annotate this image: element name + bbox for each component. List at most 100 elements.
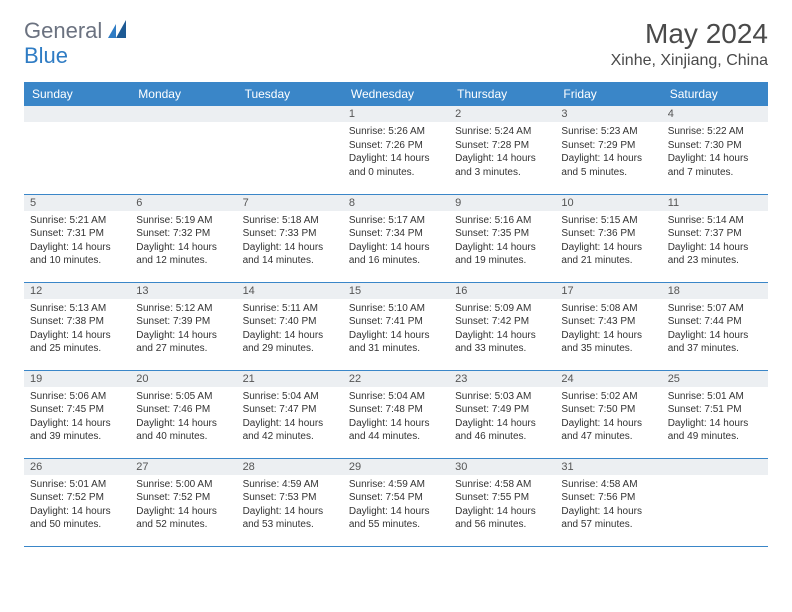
daylight-line: Daylight: 14 hours and 46 minutes. — [455, 417, 549, 444]
day-details: Sunrise: 5:10 AMSunset: 7:41 PMDaylight:… — [343, 299, 449, 362]
sunset-line: Sunset: 7:50 PM — [561, 403, 655, 417]
day-number: 13 — [130, 283, 236, 299]
sunset-line: Sunset: 7:32 PM — [136, 227, 230, 241]
day-number: 1 — [343, 106, 449, 122]
day-number: 15 — [343, 283, 449, 299]
sunrise-line: Sunrise: 5:01 AM — [30, 478, 124, 492]
sunset-line: Sunset: 7:29 PM — [561, 139, 655, 153]
daylight-line: Daylight: 14 hours and 31 minutes. — [349, 329, 443, 356]
calendar-day-cell: 31Sunrise: 4:58 AMSunset: 7:56 PMDayligh… — [555, 458, 661, 546]
calendar-day-cell: 8Sunrise: 5:17 AMSunset: 7:34 PMDaylight… — [343, 194, 449, 282]
page-header: General May 2024 Xinhe, Xinjiang, China — [24, 18, 768, 70]
calendar-day-cell: 24Sunrise: 5:02 AMSunset: 7:50 PMDayligh… — [555, 370, 661, 458]
day-number: 20 — [130, 371, 236, 387]
location-text: Xinhe, Xinjiang, China — [611, 52, 768, 70]
day-details: Sunrise: 5:04 AMSunset: 7:47 PMDaylight:… — [237, 387, 343, 450]
day-number: 8 — [343, 195, 449, 211]
calendar-day-cell: 16Sunrise: 5:09 AMSunset: 7:42 PMDayligh… — [449, 282, 555, 370]
day-number: 10 — [555, 195, 661, 211]
daylight-line: Daylight: 14 hours and 29 minutes. — [243, 329, 337, 356]
day-details: Sunrise: 5:14 AMSunset: 7:37 PMDaylight:… — [662, 211, 768, 274]
daylight-line: Daylight: 14 hours and 33 minutes. — [455, 329, 549, 356]
day-number: 28 — [237, 459, 343, 475]
calendar-day-cell: 15Sunrise: 5:10 AMSunset: 7:41 PMDayligh… — [343, 282, 449, 370]
day-number: 11 — [662, 195, 768, 211]
day-details: Sunrise: 5:06 AMSunset: 7:45 PMDaylight:… — [24, 387, 130, 450]
sunset-line: Sunset: 7:52 PM — [30, 491, 124, 505]
sunrise-line: Sunrise: 5:14 AM — [668, 214, 762, 228]
daylight-line: Daylight: 14 hours and 10 minutes. — [30, 241, 124, 268]
logo-text-blue: Blue — [24, 43, 68, 68]
sunset-line: Sunset: 7:31 PM — [30, 227, 124, 241]
day-number: 23 — [449, 371, 555, 387]
sunset-line: Sunset: 7:30 PM — [668, 139, 762, 153]
sunrise-line: Sunrise: 5:11 AM — [243, 302, 337, 316]
day-details: Sunrise: 4:58 AMSunset: 7:55 PMDaylight:… — [449, 475, 555, 538]
day-number: 29 — [343, 459, 449, 475]
day-details: Sunrise: 5:01 AMSunset: 7:52 PMDaylight:… — [24, 475, 130, 538]
day-details: Sunrise: 4:58 AMSunset: 7:56 PMDaylight:… — [555, 475, 661, 538]
day-details: Sunrise: 5:02 AMSunset: 7:50 PMDaylight:… — [555, 387, 661, 450]
day-number: 24 — [555, 371, 661, 387]
day-number: 19 — [24, 371, 130, 387]
day-details: Sunrise: 5:05 AMSunset: 7:46 PMDaylight:… — [130, 387, 236, 450]
sunset-line: Sunset: 7:47 PM — [243, 403, 337, 417]
calendar-empty-cell — [130, 106, 236, 194]
day-number: 7 — [237, 195, 343, 211]
daylight-line: Daylight: 14 hours and 3 minutes. — [455, 152, 549, 179]
calendar-empty-cell — [237, 106, 343, 194]
day-details: Sunrise: 5:11 AMSunset: 7:40 PMDaylight:… — [237, 299, 343, 362]
sunrise-line: Sunrise: 5:05 AM — [136, 390, 230, 404]
day-number — [237, 106, 343, 122]
daylight-line: Daylight: 14 hours and 27 minutes. — [136, 329, 230, 356]
sunrise-line: Sunrise: 5:23 AM — [561, 125, 655, 139]
day-number: 31 — [555, 459, 661, 475]
calendar-day-cell: 23Sunrise: 5:03 AMSunset: 7:49 PMDayligh… — [449, 370, 555, 458]
sunset-line: Sunset: 7:56 PM — [561, 491, 655, 505]
calendar-day-cell: 18Sunrise: 5:07 AMSunset: 7:44 PMDayligh… — [662, 282, 768, 370]
calendar-week-row: 26Sunrise: 5:01 AMSunset: 7:52 PMDayligh… — [24, 458, 768, 546]
daylight-line: Daylight: 14 hours and 37 minutes. — [668, 329, 762, 356]
sunrise-line: Sunrise: 5:22 AM — [668, 125, 762, 139]
daylight-line: Daylight: 14 hours and 42 minutes. — [243, 417, 337, 444]
day-details: Sunrise: 5:15 AMSunset: 7:36 PMDaylight:… — [555, 211, 661, 274]
day-details: Sunrise: 5:21 AMSunset: 7:31 PMDaylight:… — [24, 211, 130, 274]
sunrise-line: Sunrise: 5:01 AM — [668, 390, 762, 404]
calendar-day-cell: 12Sunrise: 5:13 AMSunset: 7:38 PMDayligh… — [24, 282, 130, 370]
daylight-line: Daylight: 14 hours and 35 minutes. — [561, 329, 655, 356]
daylight-line: Daylight: 14 hours and 47 minutes. — [561, 417, 655, 444]
day-details: Sunrise: 5:22 AMSunset: 7:30 PMDaylight:… — [662, 122, 768, 185]
calendar-day-cell: 1Sunrise: 5:26 AMSunset: 7:26 PMDaylight… — [343, 106, 449, 194]
calendar-day-cell: 25Sunrise: 5:01 AMSunset: 7:51 PMDayligh… — [662, 370, 768, 458]
daylight-line: Daylight: 14 hours and 14 minutes. — [243, 241, 337, 268]
day-number: 17 — [555, 283, 661, 299]
day-number: 3 — [555, 106, 661, 122]
daylight-line: Daylight: 14 hours and 12 minutes. — [136, 241, 230, 268]
sunset-line: Sunset: 7:45 PM — [30, 403, 124, 417]
calendar-day-cell: 5Sunrise: 5:21 AMSunset: 7:31 PMDaylight… — [24, 194, 130, 282]
day-number: 26 — [24, 459, 130, 475]
weekday-header: Sunday — [24, 82, 130, 106]
weekday-header: Saturday — [662, 82, 768, 106]
day-details: Sunrise: 5:18 AMSunset: 7:33 PMDaylight:… — [237, 211, 343, 274]
day-details: Sunrise: 5:23 AMSunset: 7:29 PMDaylight:… — [555, 122, 661, 185]
day-number — [130, 106, 236, 122]
calendar-day-cell: 19Sunrise: 5:06 AMSunset: 7:45 PMDayligh… — [24, 370, 130, 458]
sunrise-line: Sunrise: 5:04 AM — [243, 390, 337, 404]
day-details: Sunrise: 5:00 AMSunset: 7:52 PMDaylight:… — [130, 475, 236, 538]
sunrise-line: Sunrise: 5:21 AM — [30, 214, 124, 228]
calendar-day-cell: 26Sunrise: 5:01 AMSunset: 7:52 PMDayligh… — [24, 458, 130, 546]
sunrise-line: Sunrise: 5:15 AM — [561, 214, 655, 228]
logo-icon — [108, 20, 130, 43]
sunrise-line: Sunrise: 5:04 AM — [349, 390, 443, 404]
logo: General — [24, 18, 134, 44]
calendar-week-row: 19Sunrise: 5:06 AMSunset: 7:45 PMDayligh… — [24, 370, 768, 458]
weekday-header: Wednesday — [343, 82, 449, 106]
sunset-line: Sunset: 7:44 PM — [668, 315, 762, 329]
sunrise-line: Sunrise: 5:24 AM — [455, 125, 549, 139]
calendar-day-cell: 29Sunrise: 4:59 AMSunset: 7:54 PMDayligh… — [343, 458, 449, 546]
daylight-line: Daylight: 14 hours and 44 minutes. — [349, 417, 443, 444]
day-number: 27 — [130, 459, 236, 475]
sunrise-line: Sunrise: 5:10 AM — [349, 302, 443, 316]
weekday-header-row: SundayMondayTuesdayWednesdayThursdayFrid… — [24, 82, 768, 106]
